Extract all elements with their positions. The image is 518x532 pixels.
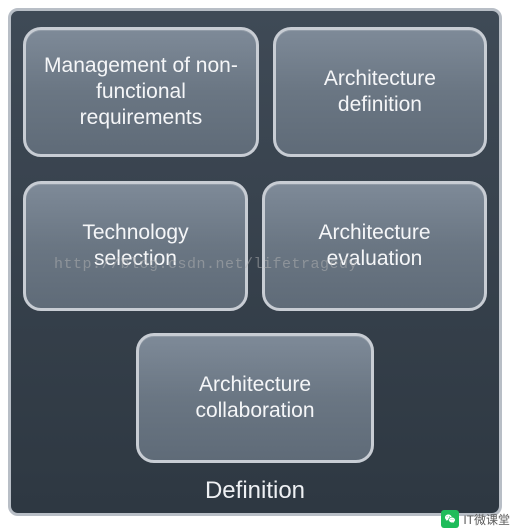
box-label: Architecture definition (290, 66, 470, 119)
wechat-icon (441, 510, 459, 528)
row-2: Technology selection Architecture evalua… (11, 181, 499, 311)
row-1: Management of non-functional requirement… (11, 27, 499, 157)
box-tech-selection: Technology selection (23, 181, 248, 311)
box-label: Technology selection (40, 220, 231, 273)
box-nfr-management: Management of non-functional requirement… (23, 27, 259, 157)
box-label: Management of non-functional requirement… (40, 53, 242, 132)
row-3: Architecture collaboration (11, 333, 499, 463)
box-arch-definition: Architecture definition (273, 27, 487, 157)
box-arch-collaboration: Architecture collaboration (136, 333, 374, 463)
box-label: Architecture collaboration (153, 372, 357, 425)
diagram-frame: Management of non-functional requirement… (8, 8, 502, 516)
diagram-title: Definition (11, 477, 499, 505)
brand-text: IT微课堂 (463, 511, 510, 528)
box-label: Architecture evaluation (279, 220, 470, 273)
box-arch-evaluation: Architecture evaluation (262, 181, 487, 311)
footer-brand: IT微课堂 (441, 510, 510, 528)
